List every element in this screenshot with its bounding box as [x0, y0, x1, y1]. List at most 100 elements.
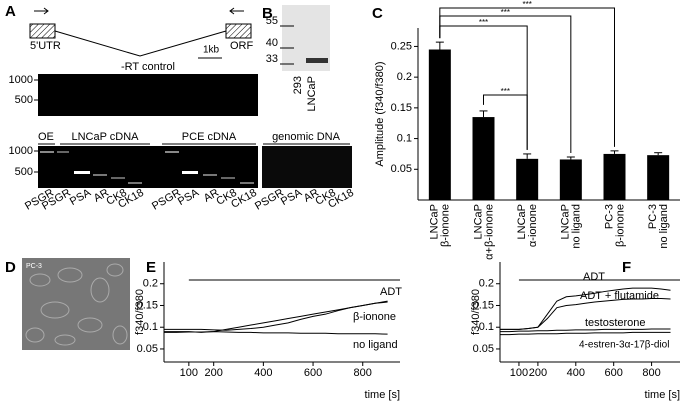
- group-label: genomic DNA: [272, 131, 341, 143]
- bar: [559, 159, 582, 200]
- gel-marker: 1000: [9, 145, 33, 157]
- y-tick-label: 0.2: [143, 278, 158, 290]
- exon-label: ORF: [230, 40, 254, 52]
- lane-label: PSA: [279, 186, 305, 208]
- y-tick-label: 0.15: [473, 299, 494, 311]
- x-tick-label: β-ionone: [440, 204, 452, 247]
- gene-diagram: [29, 7, 252, 59]
- x-tick-label: 600: [605, 367, 623, 379]
- blot-band: [306, 58, 328, 63]
- x-tick-label: 100: [180, 367, 198, 379]
- x-tick-label: PC-3: [603, 204, 615, 229]
- y-tick-label: 0.05: [137, 343, 158, 355]
- series-label: ADT: [380, 286, 402, 298]
- blot-marker: 33: [266, 53, 278, 65]
- series-line: [164, 300, 388, 331]
- series-label: no ligand: [353, 339, 398, 351]
- x-tick-label: LNCaP: [560, 204, 572, 239]
- rt-gel: [38, 74, 258, 116]
- cell-image: [22, 258, 130, 350]
- x-axis-label: time [s]: [365, 389, 400, 401]
- x-tick-label: α-ionone: [527, 204, 539, 247]
- significance-bracket: [439, 15, 572, 153]
- gel-marker: 500: [15, 94, 33, 106]
- significance-bracket: [439, 25, 528, 150]
- bar: [472, 117, 495, 200]
- gel-title: -RT control: [121, 61, 175, 73]
- x-tick-label: LNCaP: [429, 204, 441, 239]
- gel-bands: [40, 151, 254, 184]
- panel-letter: D: [5, 259, 16, 276]
- panel-letter: A: [5, 3, 16, 20]
- x-tick-label: LNCaP: [516, 204, 528, 239]
- series-label: β-ionone: [353, 311, 396, 323]
- y-tick-label: 0.05: [391, 163, 412, 175]
- lane-label: PSA: [68, 186, 94, 208]
- bar: [603, 153, 626, 200]
- x-tick-label: 600: [304, 367, 322, 379]
- x-tick-label: LNCaP: [472, 204, 484, 239]
- series-line: [500, 298, 671, 330]
- y-tick-label: 0.1: [397, 132, 412, 144]
- exon-label: 5'UTR: [30, 40, 61, 52]
- x-tick-label: no ligand: [571, 204, 583, 249]
- y-tick-label: 0.2: [479, 278, 494, 290]
- genomic-gel: [262, 146, 352, 188]
- x-tick-label: no ligand: [658, 204, 670, 249]
- y-axis-label: Amplitude (f340/f380): [374, 61, 386, 166]
- y-tick-label: 0.2: [397, 71, 412, 83]
- y-tick-label: 0.15: [391, 102, 412, 114]
- x-tick-label: PC-3: [647, 204, 659, 229]
- blot-marker: 40: [266, 37, 278, 49]
- series-label: ADT: [583, 271, 605, 283]
- y-axis-label: f340/f380: [134, 289, 146, 335]
- series-line: [500, 331, 671, 336]
- series-line: [164, 331, 388, 335]
- x-tick-label: 800: [642, 367, 660, 379]
- x-tick-label: 200: [529, 367, 547, 379]
- x-tick-label: 100: [510, 367, 528, 379]
- group-label: PCE cDNA: [182, 131, 237, 143]
- x-tick-label: β-ionone: [614, 204, 626, 247]
- gel-marker: 500: [15, 166, 33, 178]
- blot-marker: 55: [266, 15, 278, 27]
- cdna-gel: [38, 146, 258, 188]
- panel-letter: E: [146, 259, 156, 276]
- panel-letter: F: [622, 259, 631, 276]
- x-tick-label: α+β-ionone: [483, 204, 495, 260]
- y-tick-label: 0.1: [479, 321, 494, 333]
- cell-texture: [25, 263, 128, 346]
- significance-bracket: [483, 94, 528, 150]
- group-label: OE: [38, 131, 54, 143]
- blot-lane: 293: [292, 76, 304, 94]
- significance-label: ***: [501, 8, 510, 17]
- x-tick-label: 200: [205, 367, 223, 379]
- series-label: testosterone: [585, 317, 646, 329]
- y-tick-label: 0.05: [473, 343, 494, 355]
- y-tick-label: 0.25: [391, 40, 412, 52]
- blot-marker-ticks: [280, 25, 294, 65]
- x-tick-label: 400: [254, 367, 272, 379]
- y-axis-label: f340/f380: [470, 289, 482, 335]
- bar: [516, 158, 539, 200]
- scale-label: 1kb: [203, 45, 220, 56]
- cell-label: PC-3: [26, 263, 42, 270]
- y-tick-label: 0.1: [143, 321, 158, 333]
- blot-lane: LNCaP: [306, 76, 318, 111]
- series-label: 4-estren-3α-17β-diol: [579, 340, 669, 351]
- series-label: ADT + flutamide: [580, 290, 659, 302]
- significance-label: ***: [501, 87, 510, 96]
- significance-label: ***: [479, 18, 488, 27]
- significance-label: ***: [522, 0, 531, 9]
- bar: [647, 155, 670, 200]
- x-tick-label: 800: [354, 367, 372, 379]
- group-label: LNCaP cDNA: [71, 131, 139, 143]
- bar: [428, 49, 451, 200]
- series-line: [500, 328, 671, 333]
- panel-letter: B: [262, 5, 273, 22]
- lane-label: PSA: [176, 186, 202, 208]
- y-tick-label: 0.15: [137, 299, 158, 311]
- panel-letter: C: [372, 5, 383, 22]
- x-axis-label: time [s]: [645, 389, 680, 401]
